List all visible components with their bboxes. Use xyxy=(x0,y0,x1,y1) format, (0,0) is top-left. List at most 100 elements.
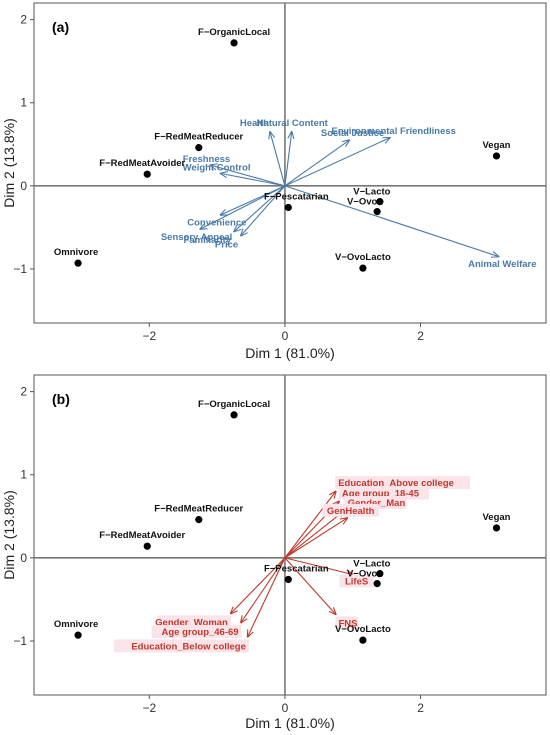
variable-label-sensory-appeal: Sensory Appeal xyxy=(161,232,232,243)
arrow-freshness xyxy=(210,165,286,187)
point-v-ovolacto xyxy=(359,636,367,644)
panel-a-ticks: −2 0 2 −1 0 1 2 xyxy=(13,13,424,343)
point-v-ovolacto xyxy=(359,264,367,272)
arrow-animal-welfare xyxy=(284,185,499,257)
panel-a-x-axis-label: Dim 1 (81.0%) xyxy=(245,345,334,361)
arrow-lifes xyxy=(284,557,353,575)
y-tick-label: 0 xyxy=(20,179,27,193)
variable-label-social-justice: Social Justice xyxy=(321,128,384,139)
arrow-education-below-college xyxy=(248,557,286,637)
point-label-v-lacto: V−Lacto xyxy=(353,559,390,570)
point-label-omnivore: Omnivore xyxy=(54,247,98,258)
point-v-ovo xyxy=(373,208,381,216)
y-tick-label: 2 xyxy=(20,13,27,27)
variable-label-gender-man: Gender_Man xyxy=(348,498,406,509)
point-label-f-pescatarian: F−Pescatarian xyxy=(264,563,329,574)
arrow-natural-content xyxy=(284,132,292,186)
point-label-f-redmeatavoider: F−RedMeatAvoider xyxy=(99,530,185,541)
y-tick-label: 2 xyxy=(20,385,27,399)
panel-b-x-axis-label: Dim 1 (81.0%) xyxy=(245,715,334,731)
point-label-f-redmeatreducer: F−RedMeatReducer xyxy=(154,504,243,515)
arrow-health xyxy=(270,132,286,187)
variable-label-natural-content: Natural Content xyxy=(257,118,329,129)
arrow-sensory-appeal xyxy=(200,185,286,229)
point-label-v-ovolacto: V−OvoLacto xyxy=(335,624,391,635)
point-f-redmeatavoider xyxy=(143,170,151,178)
variable-label-background xyxy=(335,616,359,630)
variable-label-background xyxy=(322,503,379,517)
panel-a-frame xyxy=(33,2,547,324)
x-tick-label: −2 xyxy=(142,701,156,715)
point-label-vegan: Vegan xyxy=(482,512,510,523)
point-f-organiclocal xyxy=(230,39,238,47)
panel-b-label: (b) xyxy=(52,391,70,407)
y-tick-label: −1 xyxy=(13,262,27,276)
point-label-f-organiclocal: F−OrganicLocal xyxy=(198,27,270,38)
point-vegan xyxy=(492,152,501,160)
panel-a-label: (a) xyxy=(52,19,69,35)
variable-label-background xyxy=(335,476,471,490)
arrow-familiarity xyxy=(234,185,286,232)
point-f-pescatarian xyxy=(284,203,292,212)
y-tick-label: 1 xyxy=(20,96,27,110)
arrow-gender-man xyxy=(284,510,345,559)
y-tick-label: −1 xyxy=(13,634,27,648)
point-label-f-redmeatreducer: F−RedMeatReducer xyxy=(154,132,243,143)
x-tick-label: 2 xyxy=(417,701,424,715)
variable-label-age-group-18-45: Age group_18-45 xyxy=(342,488,420,499)
point-f-organiclocal xyxy=(230,411,238,419)
variable-label-background xyxy=(151,624,242,638)
point-v-lacto xyxy=(376,198,384,206)
point-omnivore xyxy=(74,259,82,267)
variable-label-health: Health xyxy=(240,118,269,129)
point-f-redmeatreducer xyxy=(195,516,203,524)
variable-label-genhealth: GenHealth xyxy=(327,506,375,517)
x-tick-label: 0 xyxy=(282,329,289,343)
point-f-pescatarian xyxy=(284,575,292,584)
arrow-convenience xyxy=(220,185,286,215)
point-label-v-ovolacto: V−OvoLacto xyxy=(335,252,391,263)
variable-label-education-above-college: Education_Above college xyxy=(338,478,454,489)
variable-label-age-group-46-69: Age group_46-69 xyxy=(162,627,239,638)
point-v-ovo xyxy=(373,580,381,588)
variable-label-fns: FNS xyxy=(338,618,357,629)
point-label-f-redmeatavoider: F−RedMeatAvoider xyxy=(99,158,185,169)
panel-b-zero-lines xyxy=(34,375,546,695)
point-f-redmeatavoider xyxy=(143,542,151,550)
variable-label-familiarity: Familiarity xyxy=(184,235,232,246)
arrow-genhealth xyxy=(284,518,347,559)
variable-label-gender-woman: Gender_Woman xyxy=(155,617,228,628)
arrow-education-above-college xyxy=(284,491,336,559)
point-label-v-ovo: V−Ovo xyxy=(347,197,378,208)
variable-label-environmental-friendliness: Environmental Friendliness xyxy=(331,126,456,137)
point-vegan xyxy=(492,524,501,532)
variable-label-weight-control: Weight Control xyxy=(183,163,251,174)
point-label-f-pescatarian: F−Pescatarian xyxy=(264,191,329,202)
arrow-weight-control xyxy=(220,173,286,187)
arrow-gender-woman xyxy=(231,557,286,614)
panel-b-ticks: −2 0 2 −1 0 1 2 xyxy=(13,385,424,715)
arrow-price xyxy=(241,185,286,236)
arrow-age-group-46-69 xyxy=(241,557,286,623)
y-tick-label: 1 xyxy=(20,468,27,482)
panel-a-zero-lines xyxy=(34,3,546,323)
x-tick-label: 0 xyxy=(282,701,289,715)
point-label-f-organiclocal: F−OrganicLocal xyxy=(198,399,270,410)
y-tick-label: 0 xyxy=(20,551,27,565)
panel-a-y-axis-label: Dim 2 (13.8%) xyxy=(1,118,17,207)
variable-label-background xyxy=(114,639,249,653)
point-v-lacto xyxy=(376,570,384,578)
variable-label-convenience: Convenience xyxy=(187,218,246,229)
point-f-redmeatreducer xyxy=(195,144,203,152)
point-label-v-lacto: V−Lacto xyxy=(353,187,390,198)
arrow-fns xyxy=(284,557,336,615)
variable-label-freshness: Freshness xyxy=(183,154,231,165)
variable-label-animal-welfare: Animal Welfare xyxy=(468,259,536,270)
variable-label-price: Price xyxy=(215,240,238,251)
panel-a-individual-points: F−OrganicLocal F−RedMeatReducer F−RedMeatA… xyxy=(54,27,511,272)
